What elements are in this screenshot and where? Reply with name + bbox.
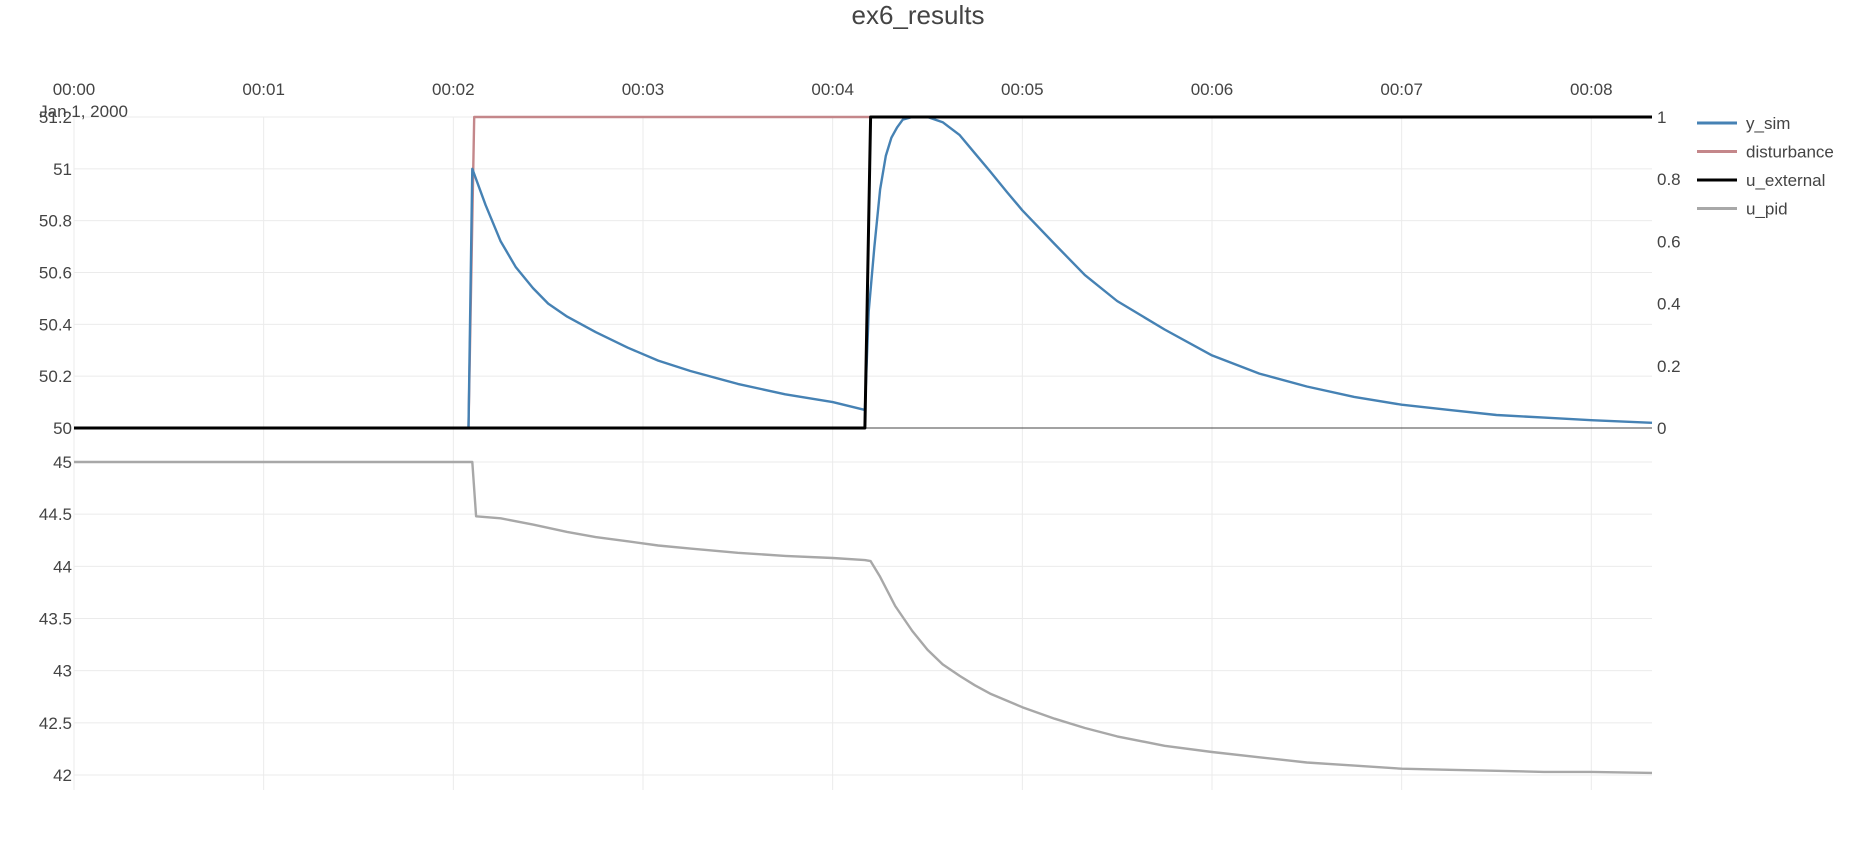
x-tick-label: 00:04 xyxy=(811,80,854,99)
y-tick-label: 50.2 xyxy=(39,367,72,386)
legend-label: disturbance xyxy=(1746,143,1834,162)
y2-tick-label: 0.8 xyxy=(1657,170,1681,189)
y2-tick-label: 1 xyxy=(1657,108,1666,127)
y-tick-label: 50.6 xyxy=(39,264,72,283)
x-tick-label: 00:07 xyxy=(1380,80,1423,99)
x-tick-label: 00:06 xyxy=(1191,80,1234,99)
x-date-label: Jan 1, 2000 xyxy=(39,102,128,121)
y-tick-label: 42 xyxy=(53,766,72,785)
legend-label: y_sim xyxy=(1746,114,1790,133)
series-u-external xyxy=(74,115,1652,430)
x-tick-label: 00:05 xyxy=(1001,80,1044,99)
legend-item-u-pid[interactable]: u_pid xyxy=(1697,200,1788,219)
y-tick-label: 42.5 xyxy=(39,714,72,733)
legend-label: u_external xyxy=(1746,171,1825,190)
y-tick-label: 43.5 xyxy=(39,610,72,629)
y-tick-label: 50.8 xyxy=(39,212,72,231)
x-tick-label: 00:00 xyxy=(53,80,96,99)
y-tick-label: 51 xyxy=(53,160,72,179)
y2-tick-label: 0.4 xyxy=(1657,295,1681,314)
legend[interactable]: y_sim disturbance u_external u_pid xyxy=(1697,114,1834,219)
x-tick-label: 00:03 xyxy=(622,80,665,99)
legend-item-y-sim[interactable]: y_sim xyxy=(1697,114,1790,133)
y-tick-label: 50.4 xyxy=(39,315,72,334)
y2-tick-label: 0.6 xyxy=(1657,232,1681,251)
y-tick-label: 50 xyxy=(53,419,72,438)
x-tick-label: 00:08 xyxy=(1570,80,1613,99)
y-tick-label: 44 xyxy=(53,557,72,576)
grid xyxy=(73,116,1652,790)
y-tick-label: 45 xyxy=(53,453,72,472)
legend-label: u_pid xyxy=(1746,200,1788,219)
x-tick-label: 00:01 xyxy=(242,80,285,99)
axes: 00:00 00:01 00:02 00:03 00:04 00:05 00:06 00:07… xyxy=(39,80,1681,785)
x-tick-label: 00:02 xyxy=(432,80,475,99)
legend-item-disturbance[interactable]: disturbance xyxy=(1697,143,1834,162)
series-u-pid xyxy=(74,460,1653,775)
series xyxy=(74,115,1653,775)
chart-title: ex6_results xyxy=(852,0,985,30)
series-y-sim xyxy=(74,115,1653,430)
y2-tick-label: 0 xyxy=(1657,419,1666,438)
y2-tick-label: 0.2 xyxy=(1657,357,1681,376)
y-tick-label: 44.5 xyxy=(39,505,72,524)
legend-item-u-external[interactable]: u_external xyxy=(1697,171,1825,190)
y-tick-label: 51.2 xyxy=(39,108,72,127)
y-tick-label: 43 xyxy=(53,662,72,681)
